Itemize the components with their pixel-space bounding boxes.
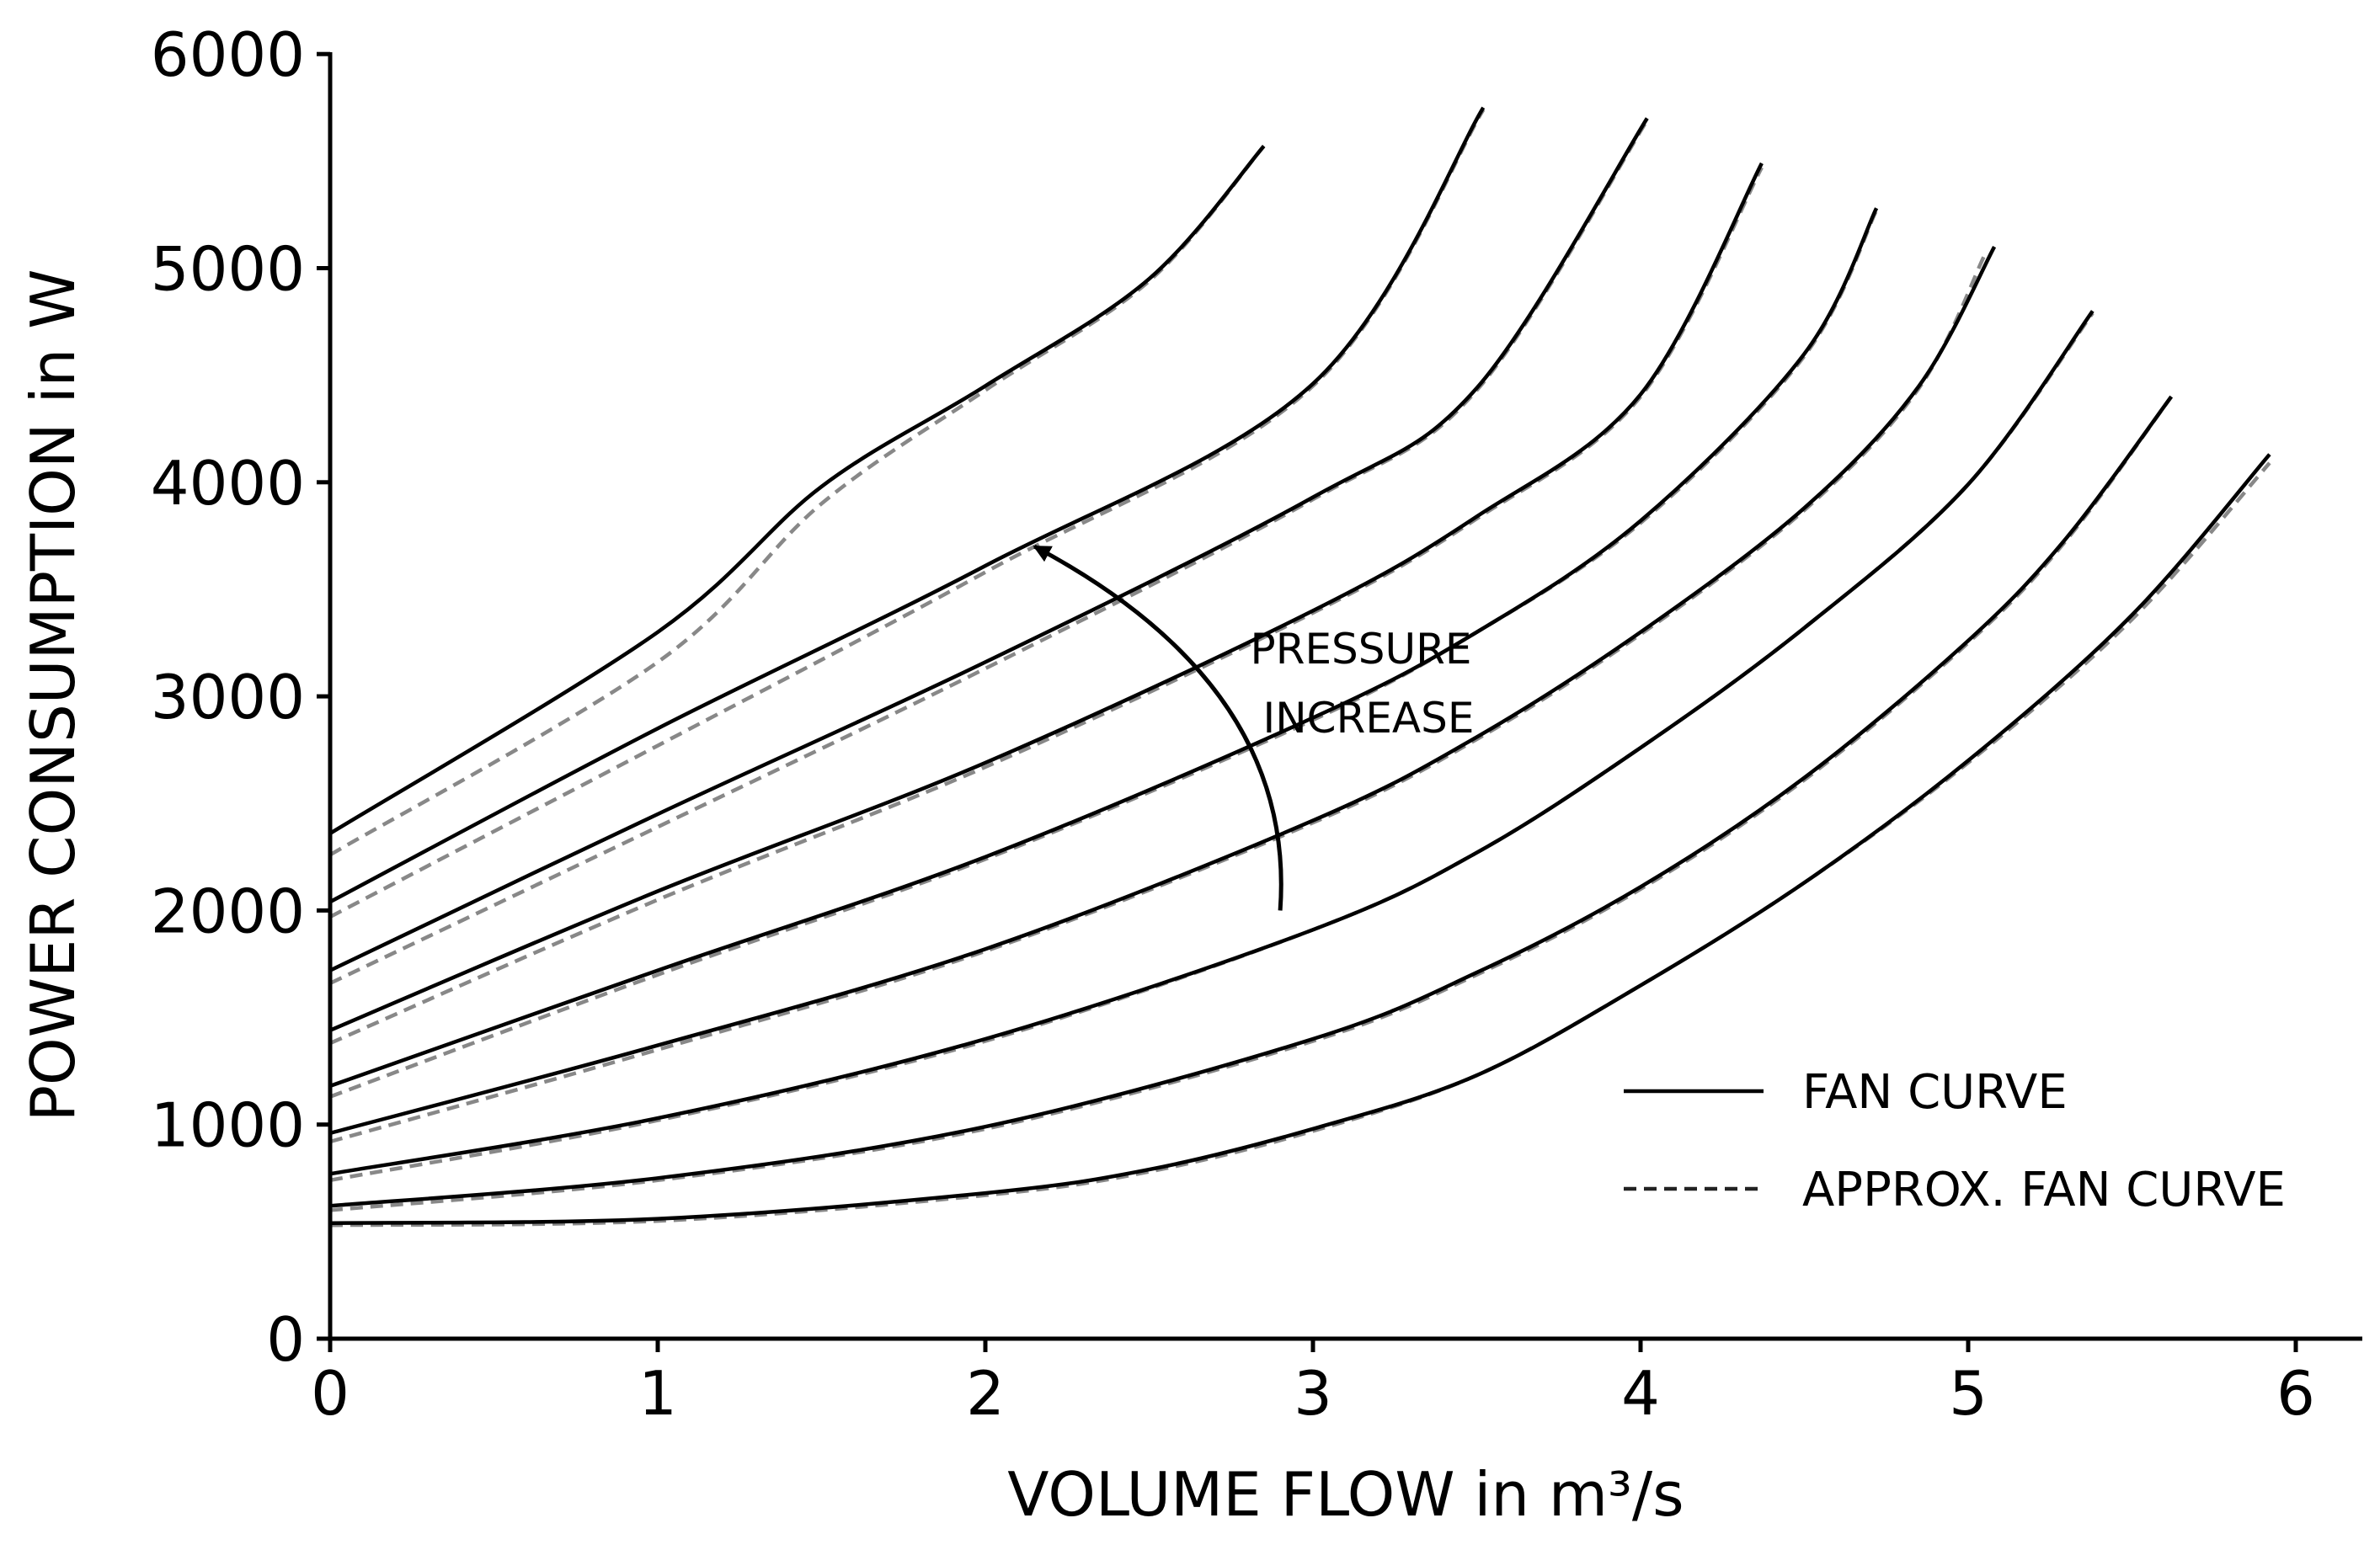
y-tick-label: 0 [266,1304,305,1375]
approx-fan-curve-2 [329,395,2174,1212]
y-tick-label: 4000 [151,448,305,519]
fan-curve-8 [328,106,1486,904]
legend: FAN CURVE APPROX. FAN CURVE [1624,1065,2286,1217]
y-tick-label: 1000 [151,1090,305,1161]
fan-curve-3 [329,310,2095,1176]
x-axis-title: VOLUME FLOW in m³/s [1007,1459,1684,1530]
legend-fan-curve-label: FAN CURVE [1802,1065,2068,1120]
approx-fan-curve-3 [329,312,2095,1183]
pressure-increase-arrow [1033,544,1283,911]
y-axis-title: POWER CONSUMPTION in W [18,269,88,1122]
annotation-line-1: PRESSURE [1251,625,1472,674]
fan-curve-9 [328,145,1266,835]
approx-fan-curve-5 [329,209,1879,1099]
x-axis: 0 1 2 3 4 5 6 [311,1339,2315,1429]
legend-approx-fan-curve-label: APPROX. FAN CURVE [1802,1163,2286,1217]
approx-fan-curve-6 [329,166,1764,1046]
x-tick-label: 6 [2276,1358,2315,1429]
x-tick-label: 4 [1621,1358,1660,1429]
fan-curve-5 [329,207,1879,1089]
y-axis: 0 1000 2000 3000 4000 5000 6000 [151,19,330,1375]
fan-curve-4 [329,246,1997,1136]
y-tick-label: 3000 [151,662,305,732]
x-tick-label: 1 [638,1358,677,1429]
approx-fan-curve-4 [329,254,1987,1144]
x-tick-label: 2 [966,1358,1005,1429]
y-tick-label: 2000 [151,876,305,946]
curves-group [328,106,2271,1228]
y-tick-label: 5000 [151,234,305,305]
y-tick-label: 6000 [151,19,305,90]
fan-curve-7 [329,117,1649,972]
fan-curve-6 [329,162,1764,1032]
x-tick-label: 3 [1294,1358,1332,1429]
x-tick-label: 5 [1949,1358,1988,1429]
fan-curve-2 [329,395,2174,1208]
fan-curve-1 [329,453,2271,1225]
x-tick-label: 0 [311,1358,350,1429]
annotation-line-2: INCREASE [1263,694,1475,743]
